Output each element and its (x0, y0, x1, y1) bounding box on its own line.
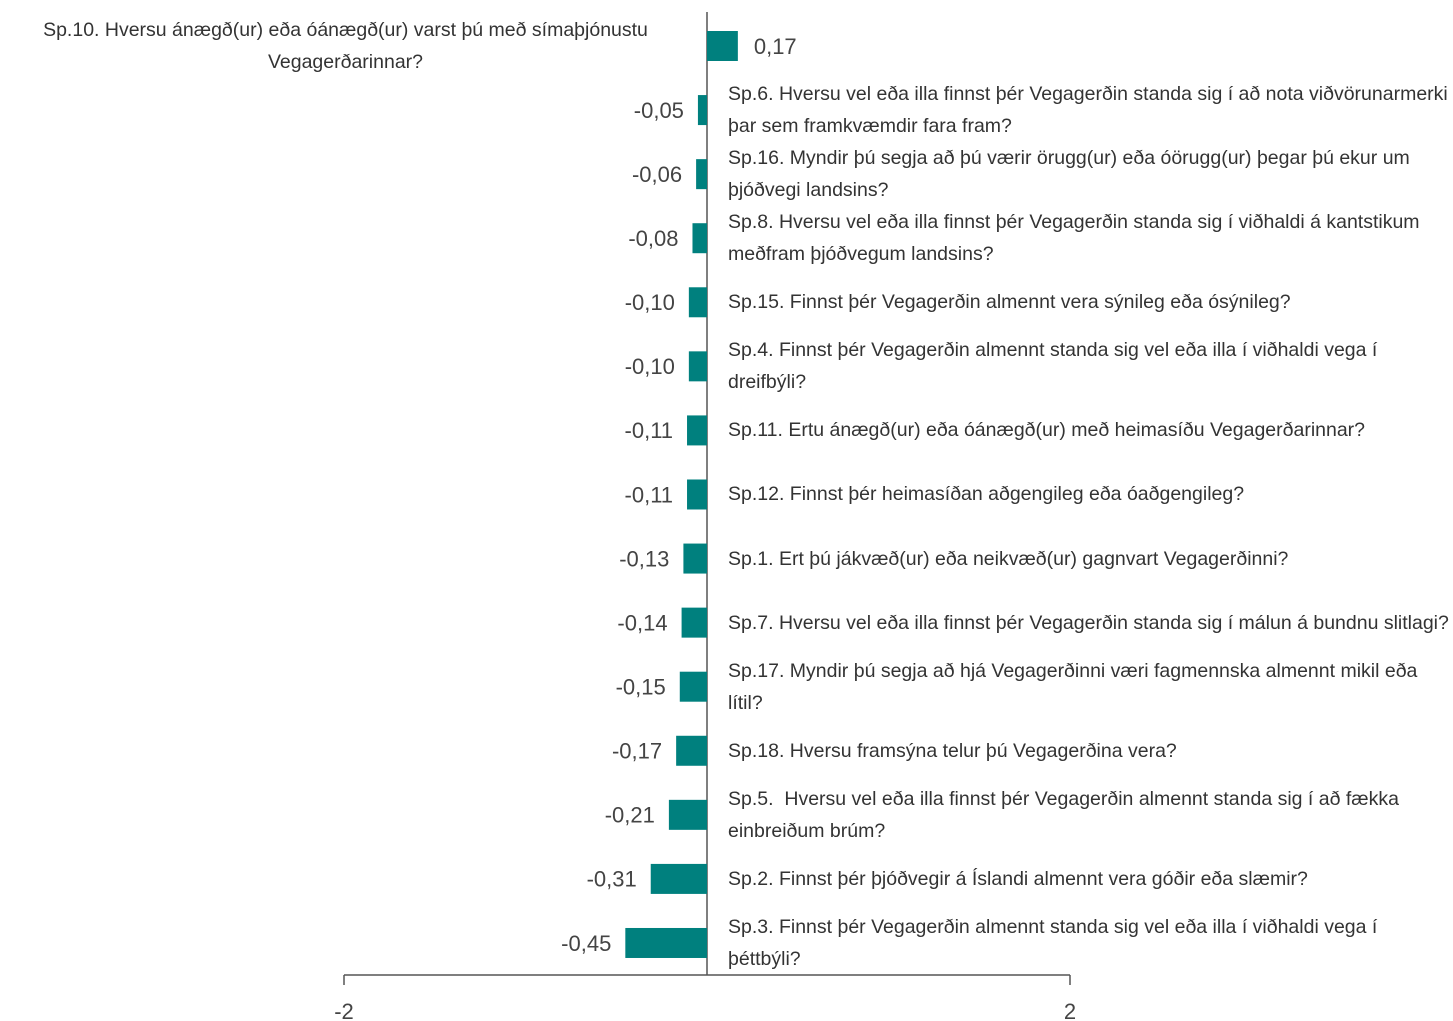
category-label: Sp.16. Myndir þú segja að þú værir örugg… (728, 147, 1416, 202)
category-label: Sp.17. Myndir þú segja að hjá Vegagerðin… (728, 659, 1423, 714)
category-label: Sp.8. Hversu vel eða illa finnst þér Veg… (728, 211, 1425, 266)
bar (625, 927, 707, 958)
x-tick-label: 2 (1064, 999, 1076, 1021)
bar (697, 95, 707, 126)
value-label: -0,08 (628, 226, 678, 251)
category-label: Sp.3. Finnst þér Vegagerðin almennt stan… (728, 915, 1383, 970)
category-label: Sp.2. Finnst þér þjóðvegir á Íslandi alm… (728, 867, 1308, 890)
x-tick-label: -2 (334, 999, 354, 1021)
value-label: -0,45 (561, 931, 611, 956)
value-label: -0,11 (625, 418, 674, 443)
category-label: Sp.6. Hversu vel eða illa finnst þér Veg… (728, 83, 1453, 138)
bar (692, 223, 707, 254)
bar (707, 31, 738, 61)
category-label: Sp.11. Ertu ánægð(ur) eða óánægð(ur) með… (728, 419, 1366, 442)
bar (688, 287, 707, 318)
value-label: -0,17 (612, 739, 662, 764)
value-label: -0,05 (634, 98, 684, 123)
category-label: Sp.4. Finnst þér Vegagerðin almennt stan… (728, 339, 1383, 394)
category-label: Sp.10. Hversu ánægð(ur) eða óánægð(ur) v… (43, 19, 654, 73)
category-label: Sp.1. Ert þú jákvæð(ur) eða neikvæð(ur) … (728, 547, 1289, 570)
bar (683, 543, 707, 574)
bar (687, 415, 707, 446)
category-label: Sp.12. Finnst þér heimasíðan aðgengileg … (728, 483, 1245, 506)
bar (679, 671, 707, 702)
bar (688, 351, 707, 382)
value-label: -0,31 (587, 867, 637, 892)
bar (696, 159, 707, 190)
bar (687, 479, 707, 510)
category-label: Sp.5. Hversu vel eða illa finnst þér Veg… (728, 787, 1405, 842)
value-label: -0,06 (632, 162, 682, 187)
value-label: -0,15 (616, 675, 666, 700)
value-label: -0,14 (617, 610, 667, 635)
bar (650, 863, 707, 894)
value-label: -0,10 (625, 290, 675, 315)
value-label: -0,21 (605, 803, 655, 828)
value-label: -0,11 (625, 482, 674, 507)
value-label: -0,10 (625, 354, 675, 379)
category-label: Sp.7. Hversu vel eða illa finnst þér Veg… (728, 611, 1449, 634)
value-label: 0,17 (754, 34, 797, 59)
category-label: Sp.15. Finnst þér Vegagerðin almennt ver… (728, 291, 1291, 314)
bar (668, 799, 707, 830)
bar (676, 735, 707, 766)
category-label: Sp.18. Hversu framsýna telur þú Vegagerð… (728, 739, 1177, 762)
value-label: -0,13 (619, 546, 669, 571)
bar (681, 607, 707, 638)
